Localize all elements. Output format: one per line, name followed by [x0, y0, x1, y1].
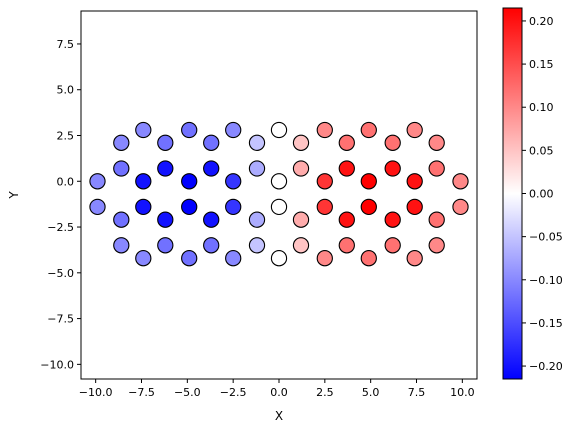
- data-point-3: [113, 160, 130, 177]
- data-point-10: [157, 134, 174, 151]
- data-point-48: [360, 198, 377, 216]
- data-point-5: [113, 237, 130, 254]
- data-point-35: [292, 160, 310, 177]
- data-point-0: [89, 173, 106, 190]
- data-point-13: [157, 237, 174, 254]
- x-tick-label: 2.5: [316, 386, 334, 399]
- data-point-15: [181, 173, 198, 190]
- colorbar-tick-label: 0.05: [529, 144, 554, 157]
- data-point-42: [338, 134, 355, 151]
- y-tick-label: −2.5: [47, 221, 74, 234]
- x-tick-label: −7.5: [128, 386, 155, 399]
- data-point-24: [225, 198, 242, 216]
- x-tick-label: −2.5: [220, 386, 247, 399]
- data-point-44: [338, 211, 355, 228]
- data-point-41: [316, 250, 333, 267]
- x-tick-label: −10.0: [79, 386, 113, 399]
- data-point-32: [270, 198, 288, 216]
- data-point-45: [338, 237, 355, 254]
- data-point-50: [384, 134, 401, 151]
- data-point-51: [384, 160, 401, 177]
- data-point-34: [292, 134, 310, 151]
- colorbar: [502, 7, 523, 380]
- points-layer: [89, 121, 469, 267]
- data-point-14: [181, 121, 198, 139]
- data-point-57: [406, 250, 423, 267]
- colorbar-tick-label: −0.10: [529, 274, 563, 287]
- data-point-33: [270, 250, 288, 267]
- colorbar-tick-label: 0.15: [529, 58, 554, 71]
- y-axis-label: Y: [7, 191, 21, 200]
- data-point-26: [248, 134, 266, 151]
- y-tick-label: −5.0: [47, 267, 74, 280]
- plot-area: [81, 11, 477, 379]
- data-point-28: [248, 211, 266, 228]
- data-point-29: [248, 237, 266, 254]
- data-point-39: [316, 173, 333, 190]
- data-point-56: [406, 198, 423, 216]
- data-point-36: [292, 211, 310, 228]
- data-point-38: [316, 121, 333, 139]
- y-tick-label: −10.0: [40, 358, 74, 371]
- x-tick-label: 7.5: [408, 386, 426, 399]
- data-point-9: [135, 250, 152, 267]
- data-point-7: [135, 173, 152, 190]
- data-point-17: [181, 250, 198, 267]
- data-point-47: [360, 173, 377, 190]
- data-point-63: [452, 198, 469, 216]
- data-point-31: [270, 173, 288, 190]
- colorbar-tick-label: −0.05: [529, 231, 563, 244]
- y-tick-label: 7.5: [57, 38, 75, 51]
- colorbar-tick-label: −0.15: [529, 317, 563, 330]
- x-axis-label: X: [275, 409, 283, 423]
- colorbar-tick-label: 0.20: [529, 15, 554, 28]
- y-tick-label: 2.5: [57, 129, 75, 142]
- data-point-23: [225, 173, 242, 190]
- data-point-49: [360, 250, 377, 267]
- data-point-18: [203, 134, 220, 151]
- x-tick-label: −5.0: [174, 386, 201, 399]
- data-point-43: [338, 160, 355, 177]
- data-point-62: [452, 173, 469, 190]
- data-point-52: [384, 211, 401, 228]
- data-point-20: [203, 211, 220, 228]
- data-point-61: [428, 237, 445, 254]
- x-tick-label: 10.0: [450, 386, 475, 399]
- data-point-46: [360, 121, 377, 139]
- data-point-19: [203, 160, 220, 177]
- data-point-40: [316, 198, 333, 216]
- data-point-4: [113, 211, 130, 228]
- data-point-27: [248, 160, 266, 177]
- y-ticks: −10.0 −7.5 −5.0 −2.5 0.0 2.5 5.0 7.5: [40, 38, 81, 371]
- data-point-53: [384, 237, 401, 254]
- data-point-55: [406, 173, 423, 190]
- data-point-60: [428, 211, 445, 228]
- data-point-2: [113, 134, 130, 151]
- data-point-21: [203, 237, 220, 254]
- colorbar-ticks: −0.20 −0.15 −0.10 −0.05 0.00 0.05 0.10 0.15 0.20: [522, 15, 563, 373]
- x-tick-label: 0.0: [270, 386, 288, 399]
- x-tick-label: 5.0: [362, 386, 380, 399]
- data-point-54: [406, 121, 423, 139]
- colorbar-tick-label: 0.10: [529, 101, 554, 114]
- y-tick-label: −7.5: [47, 313, 74, 326]
- data-point-6: [135, 121, 152, 139]
- data-point-30: [270, 121, 288, 139]
- data-point-59: [428, 160, 445, 177]
- data-point-8: [135, 198, 152, 216]
- data-point-16: [181, 198, 198, 216]
- data-point-25: [225, 250, 242, 267]
- data-point-58: [428, 134, 445, 151]
- x-ticks: −10.0 −7.5 −5.0 −2.5 0.0 2.5 5.0 7.5 10.0: [79, 379, 475, 399]
- data-point-11: [157, 160, 174, 177]
- data-point-1: [89, 198, 106, 216]
- colorbar-tick-label: 0.00: [529, 188, 554, 201]
- data-point-22: [225, 121, 242, 139]
- y-tick-label: 5.0: [57, 84, 75, 97]
- y-tick-label: 0.0: [57, 175, 75, 188]
- data-point-12: [157, 211, 174, 228]
- data-point-37: [292, 237, 310, 254]
- colorbar-tick-label: −0.20: [529, 360, 563, 373]
